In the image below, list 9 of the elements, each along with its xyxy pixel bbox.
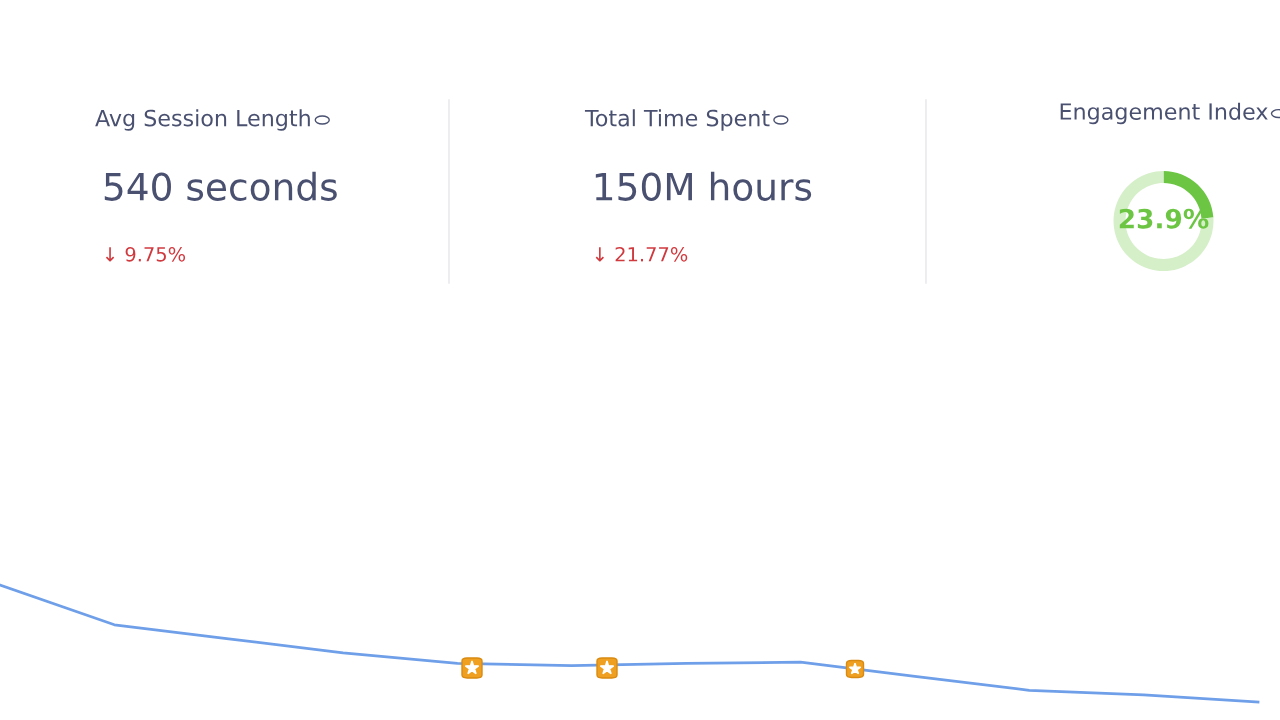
text: 540 seconds xyxy=(104,171,337,201)
text: ↓ 9.75% xyxy=(105,246,186,262)
data-label: 23.9% xyxy=(1119,208,1209,229)
text: Total Time Spent xyxy=(584,109,770,131)
text: 150M hours xyxy=(595,171,812,201)
text: ↓ 21.77% xyxy=(595,246,688,262)
chart-title: Engagement Index xyxy=(1060,102,1268,125)
donut-slice xyxy=(1113,171,1214,271)
text: Avg Session Length xyxy=(95,109,310,131)
